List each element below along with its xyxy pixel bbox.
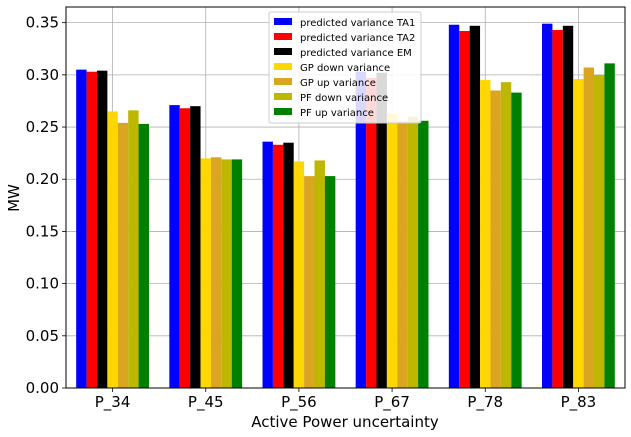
legend-entry: predicted variance EM bbox=[300, 48, 412, 59]
legend-entry: PF up variance bbox=[300, 108, 374, 119]
bar bbox=[397, 120, 408, 389]
legend-entry: GP up variance bbox=[300, 78, 376, 89]
legend-swatch bbox=[274, 63, 292, 70]
x-tick-label: P_83 bbox=[561, 393, 597, 412]
bar bbox=[128, 110, 139, 389]
bar bbox=[138, 123, 149, 388]
bar bbox=[117, 122, 129, 388]
bar bbox=[190, 106, 201, 389]
plot-frame bbox=[65, 6, 626, 389]
bar bbox=[459, 31, 470, 389]
y-tick-label: 0.10 bbox=[26, 275, 59, 293]
bar bbox=[469, 25, 481, 389]
bar bbox=[314, 160, 325, 388]
legend-swatch bbox=[274, 108, 292, 115]
legend-entry: PF down variance bbox=[300, 93, 388, 104]
bar bbox=[418, 120, 429, 389]
bar bbox=[262, 141, 273, 388]
bar bbox=[283, 142, 294, 388]
y-tick-label: 0.15 bbox=[26, 222, 59, 240]
legend-entry: GP down variance bbox=[300, 63, 390, 74]
bar bbox=[386, 113, 398, 389]
bar bbox=[604, 63, 615, 388]
bar bbox=[376, 72, 387, 388]
bar bbox=[552, 29, 563, 388]
bar bbox=[500, 82, 512, 389]
bar bbox=[542, 23, 553, 389]
bar bbox=[200, 158, 211, 388]
bar bbox=[221, 159, 232, 388]
x-tick-label: P_78 bbox=[467, 393, 503, 412]
bar bbox=[355, 71, 367, 389]
bar bbox=[179, 108, 191, 389]
bar bbox=[107, 111, 118, 389]
y-tick-label: 0.25 bbox=[26, 118, 59, 136]
bar bbox=[448, 24, 460, 388]
bar bbox=[366, 77, 377, 388]
bar bbox=[562, 25, 574, 389]
x-tick-label: P_34 bbox=[95, 393, 131, 412]
legend-swatch bbox=[274, 78, 292, 85]
bar bbox=[96, 70, 108, 388]
legend-swatch bbox=[274, 18, 292, 25]
bar bbox=[324, 176, 336, 388]
bars bbox=[76, 23, 615, 389]
bar bbox=[293, 161, 305, 388]
bar bbox=[231, 159, 243, 388]
legend-swatch bbox=[274, 48, 292, 55]
bar bbox=[480, 80, 491, 389]
tick-labels: 0.00 0.05 0.10 0.15 0.20 0.25 0.30 0.35 P_34 P_45… bbox=[26, 14, 597, 412]
bar bbox=[86, 71, 97, 389]
bar bbox=[169, 105, 180, 388]
bar bbox=[490, 90, 501, 389]
legend-box bbox=[268, 11, 422, 124]
legend-entry: predicted variance TA2 bbox=[300, 33, 415, 44]
bar bbox=[272, 144, 284, 388]
legend-swatch bbox=[274, 33, 292, 40]
x-tick-label: P_56 bbox=[281, 393, 317, 412]
y-tick-label: 0.30 bbox=[26, 66, 59, 84]
bar bbox=[76, 69, 87, 389]
y-tick-label: 0.20 bbox=[26, 170, 59, 188]
legend: predicted variance TA1 predicted variance… bbox=[268, 11, 422, 124]
y-tick-label: 0.05 bbox=[26, 327, 59, 345]
y-axis-label: MW bbox=[5, 184, 23, 212]
bar bbox=[573, 79, 584, 388]
bar bbox=[210, 157, 222, 388]
legend-entry: predicted variance TA1 bbox=[300, 18, 415, 29]
bar bbox=[407, 116, 419, 389]
bar bbox=[594, 74, 605, 389]
y-tick-label: 0.35 bbox=[26, 14, 59, 32]
x-axis-label: Active Power uncertainty bbox=[251, 413, 439, 431]
legend-swatch bbox=[274, 93, 292, 100]
x-tick-label: P_45 bbox=[188, 393, 224, 412]
bar bbox=[304, 176, 315, 388]
x-tick-label: P_67 bbox=[374, 393, 410, 412]
axes bbox=[62, 6, 626, 392]
bar bbox=[583, 67, 595, 388]
y-tick-label: 0.00 bbox=[26, 379, 59, 397]
bar bbox=[511, 92, 522, 389]
